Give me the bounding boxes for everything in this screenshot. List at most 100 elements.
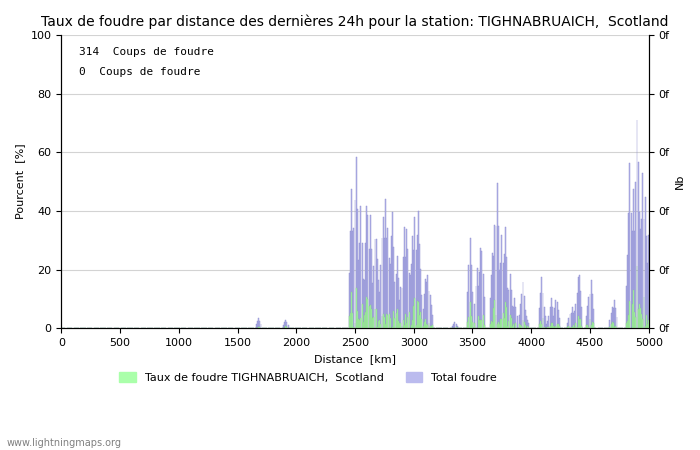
Bar — [386, 314, 387, 328]
Bar — [539, 308, 540, 328]
Bar — [512, 326, 513, 328]
Bar — [365, 243, 366, 328]
Bar — [647, 263, 648, 328]
Bar — [364, 315, 365, 328]
Bar — [647, 324, 648, 328]
Bar — [541, 277, 542, 328]
Bar — [258, 318, 259, 328]
Bar — [419, 315, 420, 328]
Bar — [351, 292, 352, 328]
Bar — [580, 291, 581, 328]
Bar — [575, 323, 576, 328]
Bar — [421, 295, 422, 328]
Bar — [592, 322, 593, 328]
Bar — [420, 312, 421, 328]
Bar — [501, 319, 503, 328]
Bar — [453, 324, 454, 328]
Bar — [404, 226, 405, 328]
Bar — [643, 297, 645, 328]
Bar — [634, 312, 635, 328]
Bar — [407, 249, 408, 328]
Bar — [387, 228, 388, 328]
Bar — [392, 327, 393, 328]
Bar — [547, 327, 548, 328]
Bar — [577, 327, 578, 328]
Bar — [515, 323, 517, 328]
Bar — [581, 325, 582, 328]
Bar — [482, 274, 484, 328]
Bar — [545, 316, 546, 328]
Bar — [425, 319, 426, 328]
Bar — [480, 320, 481, 328]
Bar — [512, 306, 513, 328]
Bar — [520, 325, 521, 328]
Bar — [567, 327, 568, 328]
Bar — [357, 310, 358, 328]
Bar — [646, 315, 647, 328]
Bar — [573, 325, 574, 328]
Bar — [257, 321, 258, 328]
Bar — [489, 324, 491, 328]
Bar — [350, 231, 351, 328]
Bar — [499, 270, 500, 328]
Text: 314  Coups de foudre: 314 Coups de foudre — [79, 46, 214, 57]
Bar — [586, 316, 587, 328]
Bar — [504, 254, 505, 328]
Bar — [378, 321, 379, 328]
Bar — [359, 243, 360, 328]
Bar — [410, 275, 411, 328]
Bar — [525, 310, 526, 328]
Bar — [475, 327, 477, 328]
Bar — [395, 274, 397, 328]
Bar — [547, 321, 548, 328]
Bar — [479, 320, 480, 328]
Bar — [589, 319, 590, 328]
Bar — [627, 255, 628, 328]
Bar — [646, 237, 647, 328]
Bar — [393, 247, 394, 328]
Bar — [527, 326, 528, 328]
Bar — [615, 308, 616, 328]
Bar — [499, 324, 500, 328]
Bar — [588, 297, 589, 328]
Bar — [419, 244, 420, 328]
Bar — [559, 318, 560, 328]
Bar — [371, 249, 372, 328]
Bar — [428, 291, 430, 328]
Bar — [400, 323, 401, 328]
Bar — [284, 323, 285, 328]
Bar — [431, 305, 432, 328]
Bar — [372, 283, 373, 328]
Bar — [418, 212, 419, 328]
Bar — [412, 236, 413, 328]
Bar — [358, 260, 359, 328]
Bar — [492, 252, 493, 328]
Bar — [632, 304, 633, 328]
Bar — [357, 209, 358, 328]
Bar — [648, 235, 649, 328]
Bar — [379, 320, 380, 328]
Bar — [558, 324, 559, 328]
Bar — [639, 304, 640, 328]
Bar — [414, 298, 415, 328]
Bar — [629, 301, 631, 328]
Bar — [506, 307, 507, 328]
Bar — [519, 315, 520, 328]
Bar — [525, 324, 526, 328]
Bar — [633, 290, 634, 328]
Bar — [383, 217, 384, 328]
Bar — [506, 257, 507, 328]
Bar — [379, 292, 380, 328]
Bar — [551, 323, 552, 328]
Bar — [411, 264, 412, 328]
Bar — [593, 309, 594, 328]
Bar — [610, 313, 612, 328]
Bar — [626, 286, 627, 328]
Bar — [522, 282, 524, 328]
Bar — [498, 226, 499, 328]
Bar — [360, 206, 361, 328]
Bar — [641, 220, 642, 328]
Bar — [591, 280, 592, 328]
Bar — [385, 198, 386, 328]
Bar — [387, 315, 388, 328]
